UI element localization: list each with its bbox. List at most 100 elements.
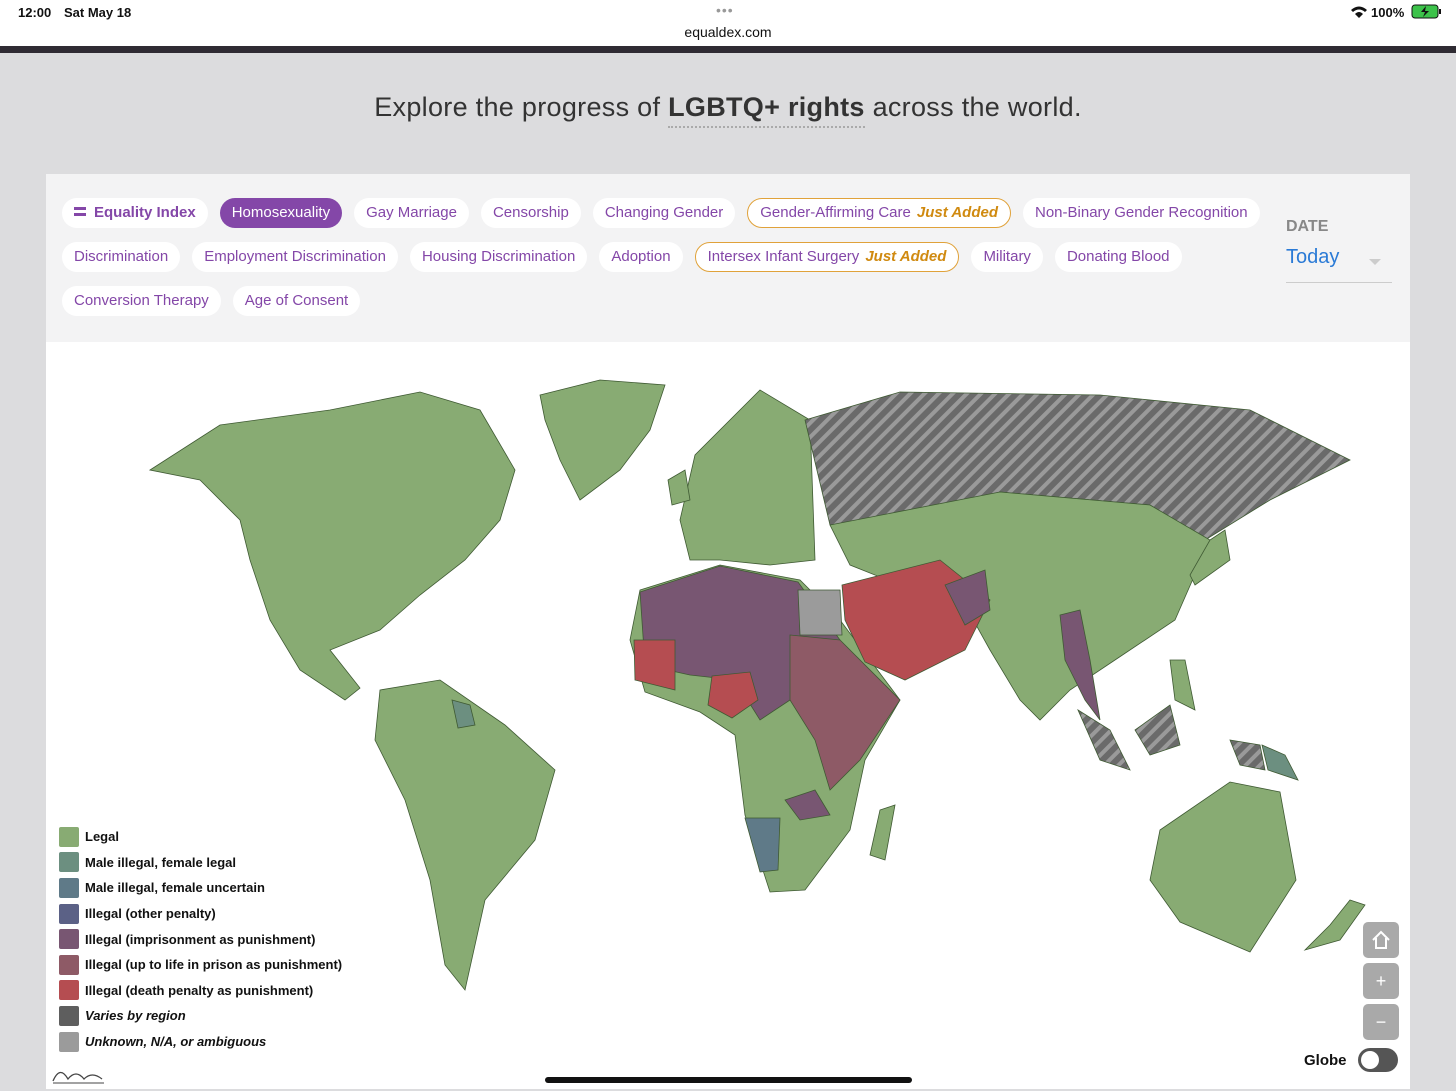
legend-swatch — [59, 1031, 79, 1052]
home-icon — [1372, 930, 1390, 949]
equality-icon — [74, 207, 86, 216]
dropdown-arrow — [1369, 259, 1381, 265]
legend-swatch — [59, 1005, 79, 1026]
legend-item[interactable]: Legal — [59, 824, 342, 850]
tab-label: Housing Discrimination — [421, 248, 576, 265]
legend-swatch — [59, 980, 79, 1001]
legend-item[interactable]: Varies by region — [59, 1003, 342, 1029]
legend-item[interactable]: Male illegal, female uncertain — [59, 875, 342, 901]
tab[interactable]: Military — [971, 242, 1043, 272]
date-value[interactable]: Today — [1286, 246, 1340, 268]
tab-dots: ••• — [716, 2, 734, 18]
legend-label: Varies by region — [85, 1008, 186, 1024]
tab[interactable]: Gay Marriage — [354, 198, 469, 228]
tab[interactable]: Gender-Affirming Care Just Added — [747, 198, 1011, 228]
egypt[interactable] — [797, 589, 843, 636]
tab[interactable]: Donating Blood — [1054, 242, 1182, 272]
legend-swatch — [59, 852, 79, 873]
tab-label: Conversion Therapy — [74, 292, 209, 309]
east-africa[interactable] — [789, 634, 901, 791]
south-america[interactable] — [374, 679, 556, 991]
filter-panel: Equality Index Homosexuality Gay Marriage C… — [46, 174, 1410, 342]
guiana[interactable] — [451, 699, 476, 729]
legend-label: Male illegal, female uncertain — [85, 880, 265, 896]
globe-toggle[interactable] — [1358, 1048, 1398, 1072]
headline-text: Explore the progress of — [374, 92, 669, 122]
greenland[interactable] — [539, 379, 666, 501]
namibia[interactable] — [744, 817, 781, 873]
indonesia[interactable] — [1077, 704, 1266, 771]
mauritania[interactable] — [633, 639, 676, 691]
legend-item[interactable]: Illegal (other penalty) — [59, 901, 342, 927]
tab[interactable]: Age of Consent — [232, 286, 361, 316]
legend-item[interactable]: Male illegal, female legal — [59, 850, 342, 876]
battery-text: 100% — [1371, 5, 1405, 20]
legend-item[interactable]: Illegal (death penalty as punishment) — [59, 978, 342, 1004]
pakistan[interactable] — [944, 569, 991, 626]
europe[interactable] — [679, 389, 816, 566]
legend-swatch — [59, 929, 79, 950]
tab[interactable]: Non-Binary Gender Recognition — [1023, 198, 1260, 228]
zoom-out-button[interactable]: − — [1363, 1004, 1399, 1040]
uk[interactable] — [667, 469, 691, 506]
legend-swatch — [59, 903, 79, 924]
legend-swatch — [59, 877, 79, 898]
headline-text: across the world. — [864, 92, 1082, 122]
date-filter[interactable]: DATE Today — [1286, 218, 1392, 283]
legend: Legal Male illegal, female legal Male ille… — [59, 824, 342, 1054]
nigeria[interactable] — [707, 671, 759, 719]
legend-label: Illegal (up to life in prison as punishm… — [85, 957, 343, 973]
tab[interactable]: Adoption — [599, 242, 683, 272]
tab-label: Gender-Affirming Care — [760, 204, 911, 221]
tab-label: Changing Gender — [604, 204, 724, 221]
world-map[interactable] — [46, 342, 1410, 1089]
toolbar-divider — [0, 46, 1456, 53]
tab[interactable]: Homosexuality — [219, 198, 343, 228]
new-zealand[interactable] — [1303, 899, 1366, 951]
zoom-in-button[interactable]: + — [1363, 963, 1399, 999]
tab[interactable]: Conversion Therapy — [62, 286, 221, 316]
tab-label: Donating Blood — [1066, 248, 1170, 265]
battery-icon — [1411, 4, 1441, 19]
tab-label: Non-Binary Gender Recognition — [1035, 204, 1248, 221]
philippines[interactable] — [1169, 659, 1196, 711]
tab-label: Employment Discrimination — [204, 248, 386, 265]
tab-label: Age of Consent — [244, 292, 349, 309]
legend-label: Illegal (death penalty as punishment) — [85, 982, 314, 998]
date: Sat May 18 — [64, 5, 132, 20]
tab[interactable]: Intersex Infant Surgery Just Added — [694, 242, 960, 272]
url[interactable]: equaldex.com — [684, 24, 772, 40]
papua-new-guinea[interactable] — [1261, 744, 1299, 781]
tab[interactable]: Housing Discrimination — [409, 242, 588, 272]
tab[interactable]: Discrimination — [62, 242, 181, 272]
tab-badge: Just Added — [865, 248, 947, 265]
legend-label: Legal — [85, 829, 119, 845]
time: 12:00 — [18, 5, 52, 20]
southern-africa-mixed[interactable] — [784, 789, 831, 821]
globe-label: Globe — [1304, 1052, 1347, 1069]
tab-list: Equality Index Homosexuality Gay Marriage C… — [62, 198, 1262, 316]
tab[interactable]: Employment Discrimination — [192, 242, 398, 272]
legend-label: Illegal (other penalty) — [85, 906, 216, 922]
headline-emphasis[interactable]: LGBTQ+ rights — [668, 92, 865, 128]
japan[interactable] — [1189, 529, 1231, 586]
tab[interactable]: Changing Gender — [592, 198, 736, 228]
legend-item[interactable]: Illegal (imprisonment as punishment) — [59, 926, 342, 952]
headline: Explore the progress of LGBTQ+ rights ac… — [0, 92, 1456, 128]
map-card: Equality Index Homosexuality Gay Marriage C… — [46, 174, 1410, 1089]
myanmar[interactable] — [1059, 609, 1101, 721]
status-bar: 12:00 Sat May 18 ••• equaldex.com 100% — [0, 0, 1456, 47]
north-america[interactable] — [148, 391, 516, 701]
toggle-knob — [1361, 1051, 1379, 1069]
tab[interactable]: Censorship — [480, 198, 581, 228]
legend-item[interactable]: Unknown, N/A, or ambiguous — [59, 1029, 342, 1055]
home-button[interactable] — [1363, 922, 1399, 958]
home-indicator — [545, 1077, 912, 1083]
madagascar[interactable] — [869, 804, 896, 861]
australia[interactable] — [1149, 781, 1297, 953]
tab-label: Gay Marriage — [366, 204, 457, 221]
legend-item[interactable]: Illegal (up to life in prison as punishm… — [59, 952, 342, 978]
tab-label: Equality Index — [94, 204, 196, 221]
tab-label: Censorship — [492, 204, 569, 221]
tab[interactable]: Equality Index — [62, 198, 208, 228]
